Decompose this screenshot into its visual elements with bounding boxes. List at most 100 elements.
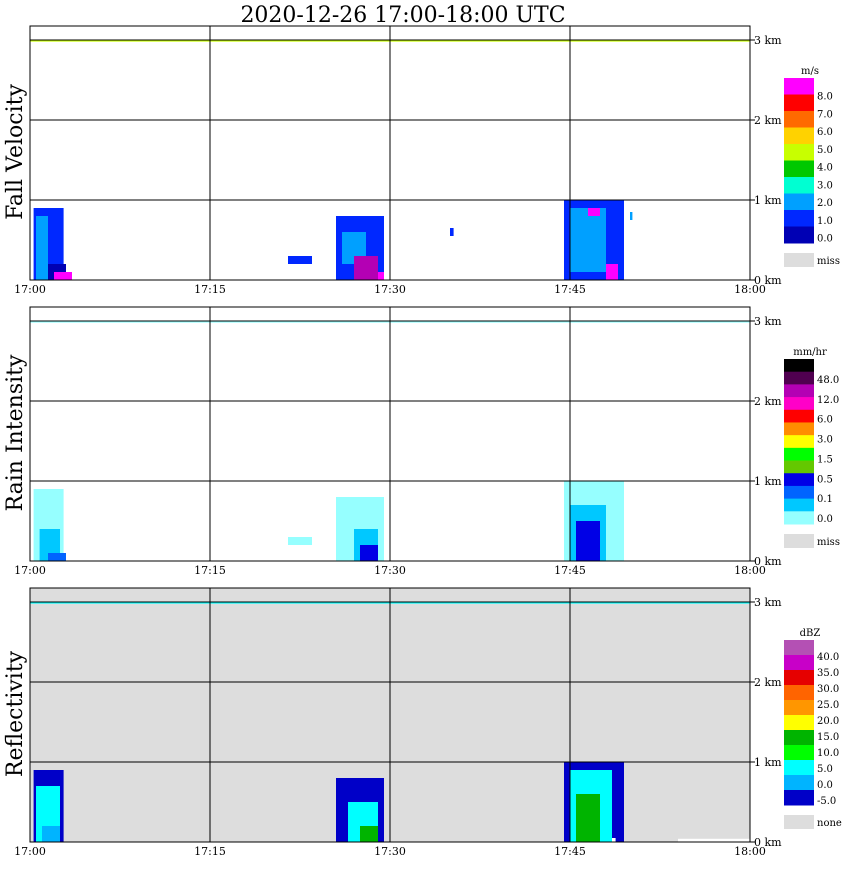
colorbar-legend: m/s 8.0 7.0 6.0 5.0 4.0 3.0 2.0 1.0 0.0 miss [784, 66, 840, 267]
colorbar-swatch [784, 160, 814, 178]
time-tick-label: 17:00 [14, 564, 46, 577]
colorbar-swatch [784, 127, 814, 145]
colorbar-swatch [784, 94, 814, 112]
data-cell [48, 553, 66, 561]
colorbar-swatch [784, 473, 814, 487]
data-cell [288, 537, 312, 545]
colorbar-swatch [784, 447, 814, 462]
colorbar-label: 48.0 [817, 375, 839, 386]
panel-3: 3 km 2 km 1 km 0 km 17:00 17:15 17:30 17:45 18:0… [3, 587, 842, 858]
colorbar-label: 2.0 [817, 198, 833, 209]
height-tick-label: 0 km [754, 555, 782, 568]
colorbar-label: 15.0 [817, 732, 839, 743]
colorbar-label: 0.5 [817, 474, 833, 485]
time-tick-label: 18:00 [734, 283, 766, 296]
colorbar-label: 5.0 [817, 764, 833, 775]
height-tick-label: 1 km [754, 756, 782, 769]
colorbar-swatch [784, 511, 814, 525]
colorbar-unit: m/s [801, 66, 819, 77]
height-tick-label: 0 km [754, 836, 782, 849]
colorbar-label: 3.0 [817, 180, 833, 191]
time-tick-label: 17:45 [554, 283, 586, 296]
colorbar-label: 1.5 [817, 454, 833, 465]
height-tick-label: 2 km [754, 395, 782, 408]
panel-ylabel: Reflectivity [3, 650, 28, 777]
data-cell [570, 208, 606, 272]
colorbar-swatch [784, 790, 814, 806]
time-tick-label: 18:00 [734, 845, 766, 858]
chart-title: 2020-12-26 17:00-18:00 UTC [240, 3, 565, 28]
colorbar-label: 8.0 [817, 92, 833, 103]
colorbar-legend: dBZ 40.0 35.0 30.0 25.0 20.0 15.0 10.0 5.0 0.0 -5.… [784, 628, 842, 829]
colorbar-label: 30.0 [817, 684, 839, 695]
colorbar-unit: dBZ [800, 628, 821, 639]
colorbar-label: 25.0 [817, 700, 839, 711]
colorbar-label: 0.1 [817, 494, 833, 505]
data-cell [42, 826, 60, 842]
colorbar-label: 0.0 [817, 234, 833, 245]
colorbar-label: 6.0 [817, 415, 833, 426]
data-cell [288, 256, 312, 264]
data-cell [354, 256, 378, 280]
colorbar-swatch [784, 655, 814, 671]
data-cell [450, 228, 454, 236]
data-cell [360, 545, 378, 561]
colorbar-swatch [784, 193, 814, 211]
colorbar-swatch [784, 670, 814, 686]
height-tick-label: 1 km [754, 475, 782, 488]
height-tick-label: 2 km [754, 114, 782, 127]
colorbar-swatch [784, 409, 814, 423]
colorbar-label: 7.0 [817, 109, 833, 120]
plot-frame [29, 587, 751, 843]
height-tick-label: 3 km [754, 315, 782, 328]
colorbar-label: 4.0 [817, 163, 833, 174]
missing-label: none [817, 818, 842, 829]
time-tick-label: 17:00 [14, 283, 46, 296]
colorbar-swatch [784, 640, 814, 656]
colorbar-label: 6.0 [817, 127, 833, 138]
colorbar-label: 35.0 [817, 668, 839, 679]
colorbar-swatch [784, 685, 814, 701]
colorbar-unit: mm/hr [793, 347, 827, 358]
data-cell [630, 212, 633, 220]
time-tick-label: 17:45 [554, 564, 586, 577]
colorbar-swatch [784, 460, 814, 474]
data-cell [36, 216, 48, 280]
data-cell [678, 838, 750, 842]
colorbar-label: 0.0 [817, 780, 833, 791]
time-tick-label: 17:00 [14, 845, 46, 858]
colorbar-swatch [784, 78, 814, 95]
panel-ylabel: Fall Velocity [3, 84, 28, 220]
plot-frame [29, 306, 751, 562]
time-tick-label: 17:15 [194, 283, 226, 296]
colorbar-swatch [784, 371, 814, 385]
missing-swatch [784, 815, 814, 829]
time-tick-label: 17:30 [374, 845, 406, 858]
colorbar-swatch [784, 498, 814, 512]
colorbar-swatch [784, 775, 814, 791]
height-tick-label: 2 km [754, 676, 782, 689]
colorbar-swatch [784, 485, 814, 500]
colorbar-swatch [784, 226, 814, 244]
colorbar-label: 5.0 [817, 145, 833, 156]
colorbar-label: -5.0 [817, 796, 836, 807]
colorbar-swatch [784, 111, 814, 128]
colorbar-swatch [784, 359, 814, 373]
colorbar-label: 0.0 [817, 514, 833, 525]
colorbar-label: 1.0 [817, 216, 833, 227]
height-tick-label: 3 km [754, 34, 782, 47]
data-cell [378, 272, 384, 280]
time-tick-label: 17:45 [554, 845, 586, 858]
missing-label: miss [817, 256, 840, 267]
colorbar-label: 40.0 [817, 652, 839, 663]
colorbar-swatch [784, 422, 814, 436]
time-tick-label: 17:30 [374, 283, 406, 296]
colorbar-label: 12.0 [817, 395, 839, 406]
plot-frame [29, 25, 751, 281]
colorbar-swatch [784, 384, 814, 398]
missing-label: miss [817, 537, 840, 548]
height-tick-label: 3 km [754, 596, 782, 609]
data-cell [612, 838, 616, 842]
